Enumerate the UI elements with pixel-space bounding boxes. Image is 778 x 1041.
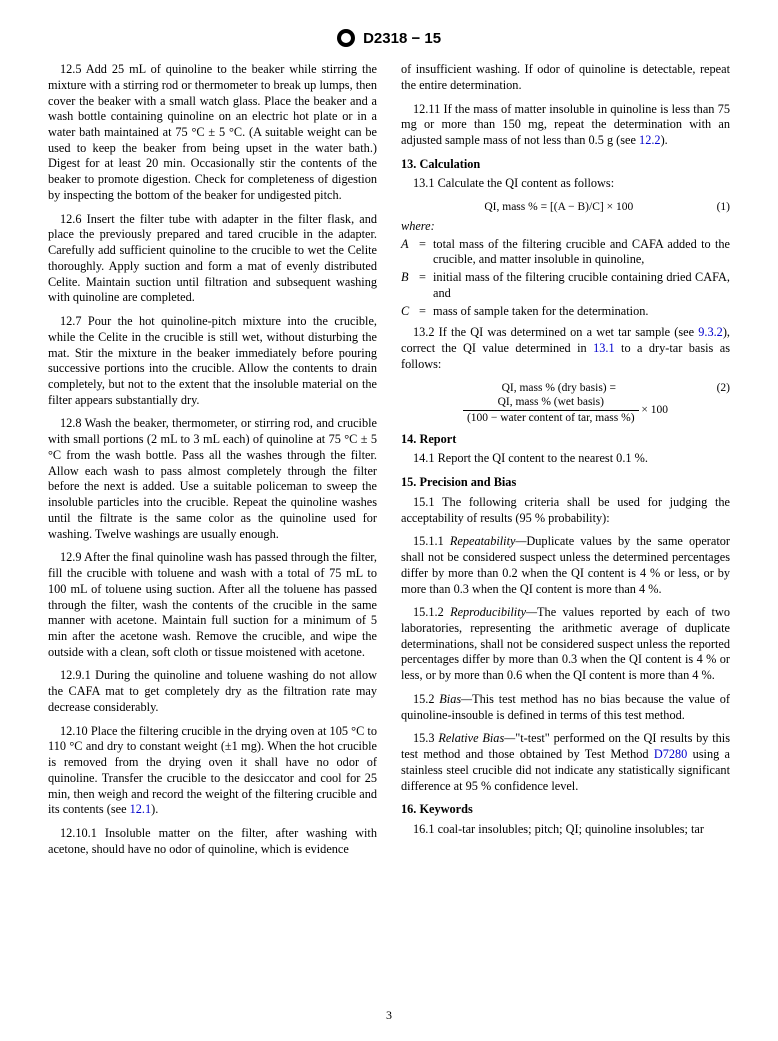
section-13-head: 13. Calculation [401, 157, 730, 173]
para-12-10-1: 12.10.1 Insoluble matter on the filter, … [48, 826, 377, 857]
para-12-10-1-cont: of insufficient washing. If odor of quin… [401, 62, 730, 93]
para-14-1: 14.1 Report the QI content to the neares… [401, 451, 730, 467]
def-eq-c: = [419, 304, 433, 320]
def-txt-a: total mass of the filtering crucible and… [433, 237, 730, 268]
definition-list: A = total mass of the filtering crucible… [401, 237, 730, 320]
def-txt-c: mass of sample taken for the determinati… [433, 304, 730, 320]
astm-logo-icon [337, 29, 355, 47]
term-reproducibility: Reproducibility— [450, 605, 537, 619]
para-15-1-1-lead: 15.1.1 [413, 534, 450, 548]
section-14-head: 14. Report [401, 432, 730, 448]
section-15-head: 15. Precision and Bias [401, 475, 730, 491]
equation-1: QI, mass % = [(A − B)/C] × 100 (1) [401, 200, 730, 215]
xref-9-3-2[interactable]: 9.3.2 [698, 325, 723, 339]
where-label: where: [401, 219, 730, 235]
para-12-10: 12.10 Place the filtering crucible in th… [48, 724, 377, 818]
def-row-a: A = total mass of the filtering crucible… [401, 237, 730, 268]
para-15-1: 15.1 The following criteria shall be use… [401, 495, 730, 526]
def-eq-a: = [419, 237, 433, 268]
xref-d7280[interactable]: D7280 [654, 747, 687, 761]
eq2-fraction: QI, mass % (wet basis) (100 − water cont… [463, 395, 639, 425]
para-12-6: 12.6 Insert the filter tube with adapter… [48, 212, 377, 306]
page-number: 3 [0, 1008, 778, 1023]
para-12-7: 12.7 Pour the hot quinoline-pitch mixtur… [48, 314, 377, 408]
para-12-11-post: ). [661, 133, 668, 147]
eq2-frac-top: QI, mass % (wet basis) [463, 395, 639, 411]
def-sym-a: A [401, 237, 419, 268]
para-13-2: 13.2 If the QI was determined on a wet t… [401, 325, 730, 372]
def-sym-c: C [401, 304, 419, 320]
def-eq-b: = [419, 270, 433, 301]
page-header: D2318 − 15 [48, 30, 730, 48]
document-page: D2318 − 15 12.5 Add 25 mL of quinoline t… [0, 0, 778, 1041]
eq2-number: (2) [717, 381, 730, 396]
eq2-frac-bot: (100 − water content of tar, mass %) [463, 411, 639, 426]
def-sym-b: B [401, 270, 419, 301]
para-15-3: 15.3 Relative Bias—"t-test" performed on… [401, 731, 730, 794]
para-12-10-post: ). [151, 802, 158, 816]
def-row-b: B = initial mass of the filtering crucib… [401, 270, 730, 301]
eq2-head: QI, mass % (dry basis) = [502, 382, 616, 394]
xref-12-1[interactable]: 12.1 [130, 802, 152, 816]
eq1-body: QI, mass % = [(A − B)/C] × 100 [484, 201, 633, 213]
eq2-tail: × 100 [639, 404, 669, 416]
para-12-9: 12.9 After the final quinoline wash has … [48, 550, 377, 660]
para-12-9-1: 12.9.1 During the quinoline and toluene … [48, 668, 377, 715]
para-12-8: 12.8 Wash the beaker, thermometer, or st… [48, 416, 377, 542]
section-16-head: 16. Keywords [401, 802, 730, 818]
xref-12-2[interactable]: 12.2 [639, 133, 661, 147]
equation-2: QI, mass % (dry basis) = (2) QI, mass % … [401, 381, 730, 426]
def-txt-b: initial mass of the filtering crucible c… [433, 270, 730, 301]
para-12-10-pre: 12.10 Place the filtering crucible in th… [48, 724, 377, 817]
designation-text: D2318 − 15 [363, 30, 441, 47]
para-15-2-lead: 15.2 [413, 692, 439, 706]
para-13-1: 13.1 Calculate the QI content as follows… [401, 176, 730, 192]
para-15-1-1: 15.1.1 Repeatability—Duplicate values by… [401, 534, 730, 597]
para-13-2-pre: 13.2 If the QI was determined on a wet t… [413, 325, 698, 339]
para-15-3-lead: 15.3 [413, 731, 438, 745]
para-15-2: 15.2 Bias—This test method has no bias b… [401, 692, 730, 723]
para-15-1-2-lead: 15.1.2 [413, 605, 450, 619]
para-12-11-pre: 12.11 If the mass of matter insoluble in… [401, 102, 730, 147]
eq1-number: (1) [717, 200, 730, 215]
para-16-1: 16.1 coal-tar insolubles; pitch; QI; qui… [401, 822, 730, 838]
two-column-body: 12.5 Add 25 mL of quinoline to the beake… [48, 62, 730, 858]
para-12-11: 12.11 If the mass of matter insoluble in… [401, 102, 730, 149]
term-bias: Bias— [439, 692, 472, 706]
term-relative-bias: Relative Bias— [438, 731, 515, 745]
term-repeatability: Repeatability— [450, 534, 527, 548]
para-12-5: 12.5 Add 25 mL of quinoline to the beake… [48, 62, 377, 204]
xref-13-1[interactable]: 13.1 [593, 341, 615, 355]
para-15-1-2: 15.1.2 Reproducibility—The values report… [401, 605, 730, 684]
def-row-c: C = mass of sample taken for the determi… [401, 304, 730, 320]
